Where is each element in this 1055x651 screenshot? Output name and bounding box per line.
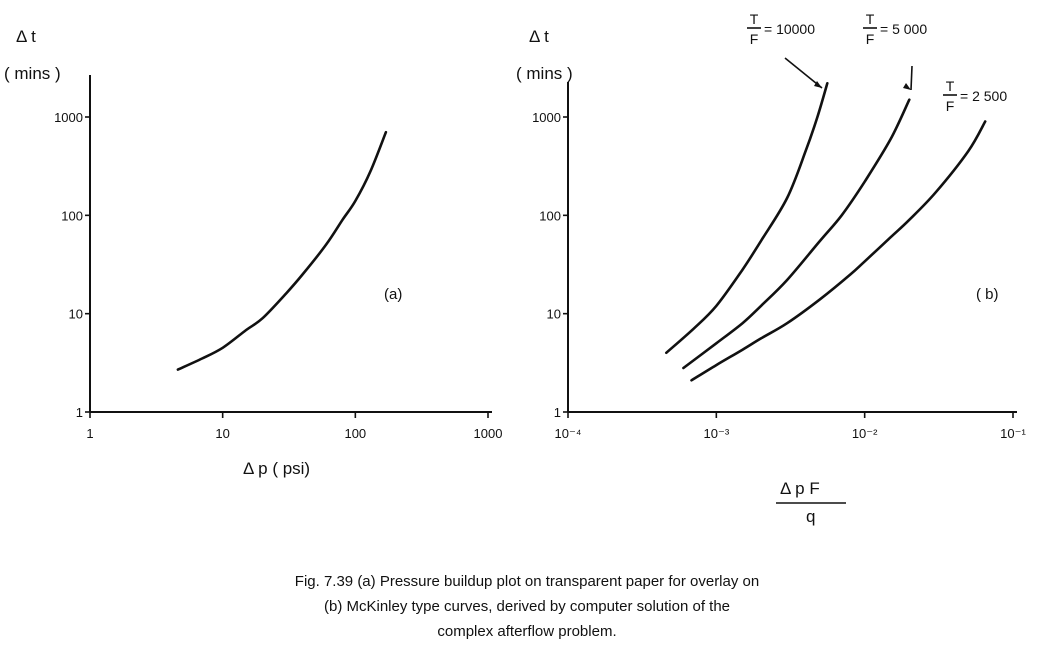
panel-b-series-label-den-2: F [946,98,955,114]
panel-b-xlabel-numerator: Δ p F [780,479,820,498]
panel-a-y-tick-label: 1000 [54,110,83,125]
panel-a-x-tick-label: 100 [344,426,366,441]
panel-b-series-label-num-1: T [866,11,875,27]
panel-b-x-tick-label: 10⁻³ [704,426,730,441]
panel-b-series-label-value-1: = 5 000 [880,21,927,37]
panel-a-ylabel-main: Δ t [16,27,36,46]
panel-b-y-tick-label: 1000 [532,110,561,125]
panel-b-label: ( b) [976,286,999,303]
panel-b-xlabel-denominator: q [806,507,815,526]
panel-b-series-line-2 [690,120,987,382]
panel-b-x-tick-label: 10⁻⁴ [555,426,582,441]
caption-line-2: (b) McKinley type curves, derived by com… [324,598,730,615]
panel-b-series-line-1 [682,98,911,370]
panel-a-y-tick-label: 1 [76,405,83,420]
panel-a-y-tick-label: 10 [69,307,83,322]
panel-b-series-label-den-0: F [750,31,759,47]
panel-b-series-arrowhead-0 [814,81,822,88]
panel-b-y-tick-label: 10 [547,307,561,322]
panel-b-series-label-den-1: F [866,31,875,47]
caption-line-1: Fig. 7.39 (a) Pressure buildup plot on t… [295,573,759,590]
panel-a-ylabel-unit: ( mins ) [4,64,61,83]
panel-a-label: (a) [384,286,402,303]
panel-a-x-tick-label: 1000 [474,426,503,441]
panel-b-series-arrowhead-1 [903,83,911,90]
panel-b-y-tick-label: 1 [554,405,561,420]
panel-b-axes: 1 10 100 1000 10⁻⁴ 10⁻³ 10⁻² 10⁻¹ [532,82,1026,441]
panel-a-marks [176,130,388,371]
caption-line-3: complex afterflow problem. [437,623,616,640]
panel-b-series-line-0 [665,82,829,355]
panel-a-x-tick-label: 10 [215,426,229,441]
panel-b-series-label-num-2: T [946,78,955,94]
panel-b-series-label-value-0: = 10000 [764,21,815,37]
panel-b-ylabel-unit: ( mins ) [516,64,573,83]
panel-a-xlabel: Δ p ( psi) [243,459,310,478]
panel-a-x-tick-label: 1 [86,426,93,441]
panel-b-series-arrow-1 [910,65,913,91]
panel-a-axes: 1 10 100 1000 1 10 100 1000 [54,75,502,441]
panel-b-x-tick-label: 10⁻² [852,426,878,441]
panel-b-y-tick-label: 100 [539,208,561,223]
panel-a-y-tick-label: 100 [61,208,83,223]
panel-b-x-tick-label: 10⁻¹ [1000,426,1026,441]
panel-b-series-label-value-2: = 2 500 [960,88,1007,104]
panel-b-ylabel-main: Δ t [529,27,549,46]
panel-b-series-label-num-0: T [750,11,759,27]
panel-a-series-line-0 [176,130,388,371]
